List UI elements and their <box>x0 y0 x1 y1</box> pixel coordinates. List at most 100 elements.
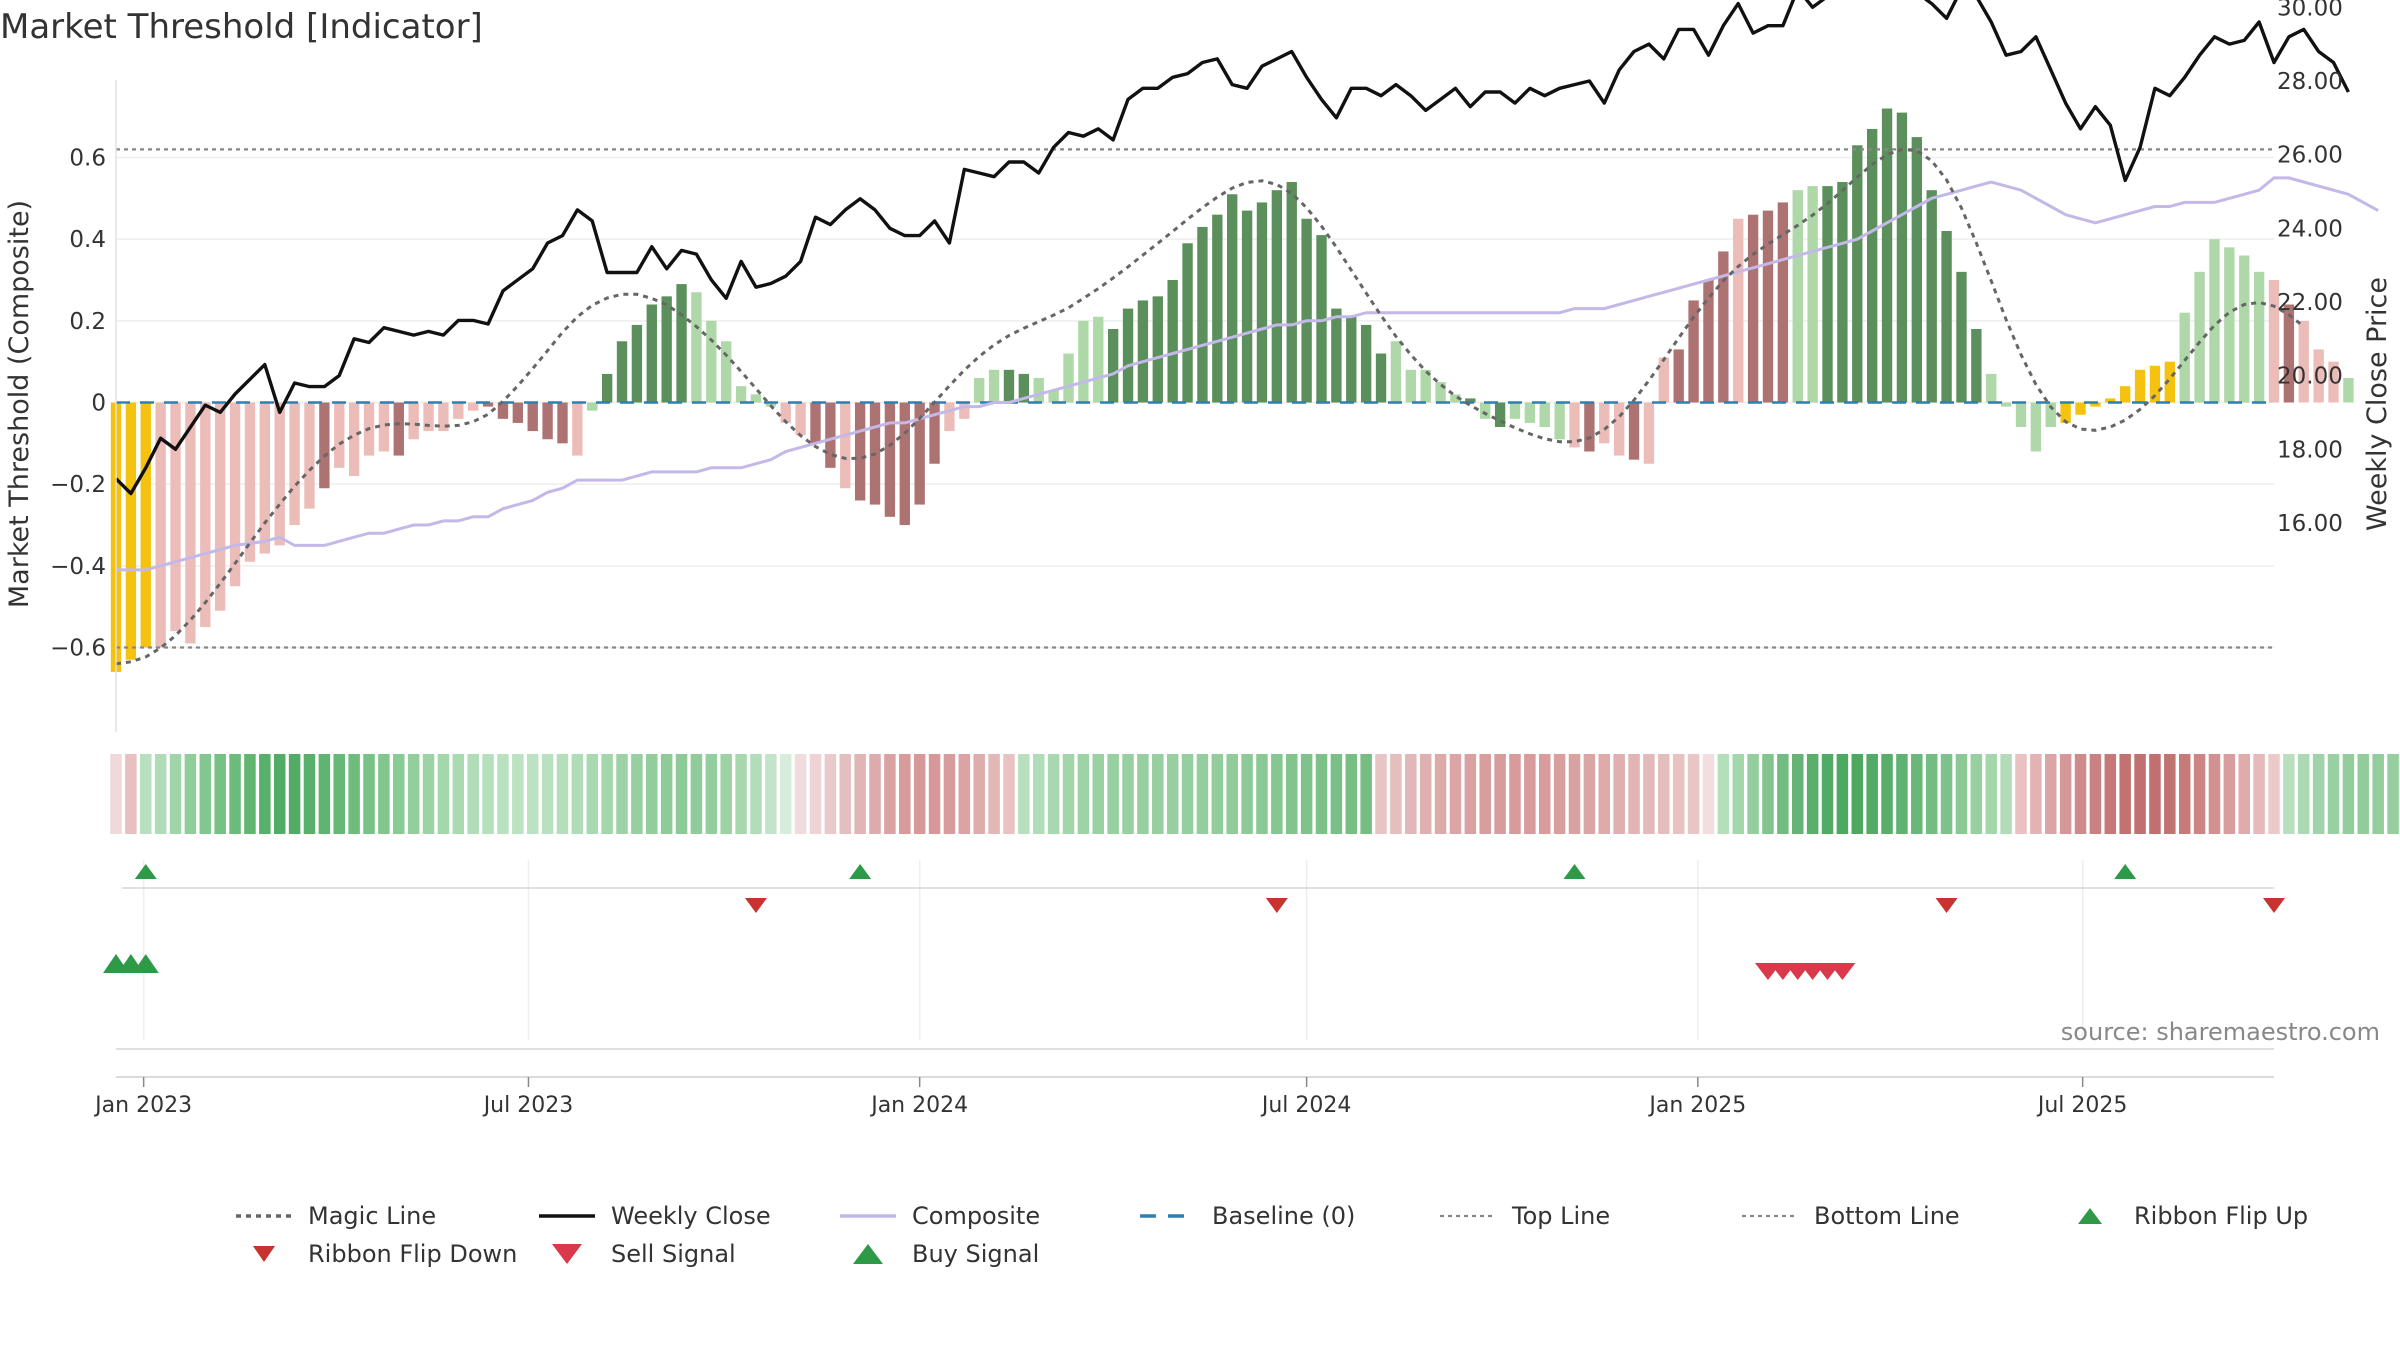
composite-bar <box>244 402 256 562</box>
composite-bar <box>140 402 151 648</box>
composite-bar <box>1658 357 1669 403</box>
composite-bar <box>646 304 657 403</box>
ribbon-cell <box>512 754 524 834</box>
ribbon-cell <box>2104 754 2117 834</box>
composite-bar <box>795 402 806 436</box>
ribbon-cell <box>1583 754 1596 834</box>
ribbon-cell <box>1925 754 1938 834</box>
ribbon-cell <box>1955 754 1968 834</box>
composite-bar <box>1346 316 1357 403</box>
ribbon-cell <box>750 754 762 834</box>
ribbon-cell <box>452 754 465 834</box>
ribbon-flip-up-marker <box>1563 864 1586 879</box>
y-axis-left-label: Market Threshold (Composite) <box>4 200 35 608</box>
composite-bar <box>423 402 434 432</box>
composite-bar <box>2283 304 2295 403</box>
y-right-tick-label: 24.00 <box>2277 216 2343 242</box>
composite-bar <box>527 402 538 432</box>
ribbon-cell <box>1658 754 1670 834</box>
ribbon-cell <box>2298 754 2310 834</box>
composite-bar <box>1480 402 1491 419</box>
ribbon-cell <box>839 754 852 834</box>
ribbon-cell <box>1613 754 1625 834</box>
composite-bar <box>2343 378 2354 403</box>
composite-bar <box>572 402 583 456</box>
legend-swatch <box>853 1244 883 1264</box>
composite-bar <box>1137 300 1149 403</box>
ribbon-cell <box>467 754 479 834</box>
composite-bar <box>750 394 762 403</box>
composite-bar <box>259 402 271 554</box>
ribbon-cell <box>348 754 360 834</box>
ribbon-cell <box>1702 754 1715 834</box>
ribbon-cell <box>2030 754 2042 834</box>
composite-bar <box>1390 341 1402 403</box>
composite-bar <box>2253 271 2265 403</box>
composite-bar <box>1613 402 1625 456</box>
composite-bar <box>1956 271 1967 403</box>
ribbon-cell <box>482 754 494 834</box>
ribbon-cell <box>2283 754 2295 834</box>
ribbon-cell <box>1181 754 1194 834</box>
ribbon-cell <box>1866 754 1878 834</box>
ribbon-cell <box>690 754 703 834</box>
composite-bar <box>2268 280 2280 403</box>
ribbon-cell <box>2089 754 2102 834</box>
ribbon-cell <box>1896 754 1908 834</box>
ribbon-cell <box>735 754 747 834</box>
composite-bar <box>1762 210 1774 403</box>
ribbon-cell <box>1419 754 1432 834</box>
composite-bar <box>215 402 226 611</box>
ribbon-cell <box>1345 754 1358 834</box>
ribbon-cell <box>601 754 613 834</box>
ribbon-cell <box>1092 754 1105 834</box>
ribbon-cell <box>318 754 331 834</box>
ribbon-cell <box>646 754 658 834</box>
y-right-tick-label: 28.00 <box>2277 69 2343 95</box>
legend-item: Weekly Close <box>539 1202 771 1230</box>
ribbon-flip-up-marker <box>134 864 157 879</box>
ribbon-cell <box>1836 754 1849 834</box>
composite-bar <box>1539 402 1550 427</box>
legend-label: Ribbon Flip Up <box>2134 1202 2308 1230</box>
composite-bar <box>1599 402 1610 444</box>
ribbon-cell <box>1434 754 1447 834</box>
y-right-tick-label: 26.00 <box>2277 143 2343 169</box>
ribbon-cell <box>199 754 212 834</box>
composite-bar <box>1078 320 1089 403</box>
ribbon-cell <box>1152 754 1164 834</box>
legend-item: Top Line <box>1440 1202 1610 1230</box>
ribbon-cell <box>2149 754 2161 834</box>
ribbon-cell <box>2208 754 2221 834</box>
composite-bar <box>438 402 449 432</box>
ribbon-cell <box>1464 754 1477 834</box>
ribbon-cell <box>1315 754 1328 834</box>
composite-bar <box>319 402 330 489</box>
composite-bar <box>1107 329 1119 403</box>
ribbon-cell <box>2178 754 2191 834</box>
ribbon-cell <box>1821 754 1834 834</box>
composite-bar <box>825 402 836 468</box>
ribbon-cell <box>1568 754 1581 834</box>
composite-bar <box>676 284 687 403</box>
ribbon-cell <box>1226 754 1238 834</box>
composite-bar <box>1003 369 1015 403</box>
composite-bar <box>1718 251 1729 403</box>
composite-bar <box>1747 214 1759 403</box>
ribbon-cell <box>1940 754 1953 834</box>
legend-item: Composite <box>840 1202 1040 1230</box>
composite-bar <box>1241 210 1253 403</box>
ribbon-cell <box>214 754 226 834</box>
composite-bar <box>1033 378 1044 403</box>
legend-item: Ribbon Flip Up <box>2078 1202 2308 1230</box>
ribbon-cell <box>497 754 509 834</box>
composite-bar <box>1465 398 1476 403</box>
composite-bar <box>988 369 1000 403</box>
axes: 0.60.40.20−0.2−0.4−0.632.0030.0028.0026.… <box>50 0 2343 1118</box>
composite-bar <box>2328 361 2339 403</box>
composite-bar <box>1316 235 1327 403</box>
composite-bar <box>2030 402 2042 452</box>
composite-bar <box>735 386 747 403</box>
ribbon-cell <box>1166 754 1179 834</box>
